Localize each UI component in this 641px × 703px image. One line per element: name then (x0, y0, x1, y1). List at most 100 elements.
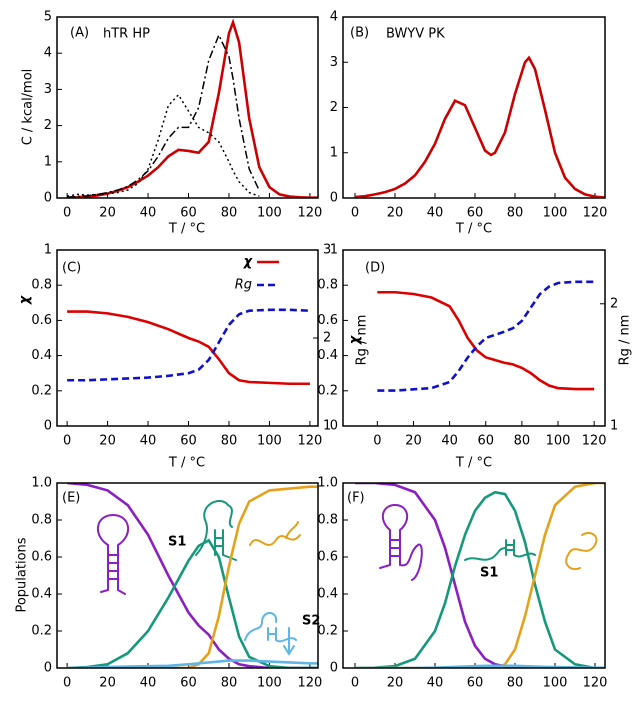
y-tick-label: 0.8 (317, 513, 338, 528)
y-tick-label: 0.6 (31, 550, 52, 565)
x-tick-label: 80 (514, 434, 531, 449)
axes-frame (56, 482, 319, 669)
x-tick-label: 100 (543, 206, 568, 221)
series-line (67, 18, 318, 198)
y-tick-label: 2 (330, 100, 338, 115)
y-tick-label: 3 (330, 55, 338, 70)
x-tick-label: 0 (63, 434, 71, 449)
series-line (355, 483, 605, 668)
series-line (67, 483, 318, 668)
x-tick-label: 60 (180, 676, 197, 691)
y-tick-label: 0 (330, 419, 338, 434)
y-tick-label: 0 (330, 191, 338, 206)
x-tick-label: 20 (387, 676, 404, 691)
y-tick-label: 1 (330, 243, 338, 258)
series-line (66, 93, 260, 197)
x-tick-label: 20 (99, 434, 116, 449)
x-axis-label: T / °C (455, 222, 492, 237)
x-tick-label: 100 (257, 434, 282, 449)
x-tick-label: 20 (405, 434, 422, 449)
annotation: BWYV PK (386, 27, 445, 42)
axes-frame (342, 16, 606, 199)
y2-axis-label: Rg / nm (618, 315, 633, 366)
y-tick-label: 1 (44, 154, 52, 169)
y-tick-label: 0.4 (31, 348, 52, 363)
y-tick-label: 0.2 (317, 624, 338, 639)
x-tick-label: 40 (140, 434, 157, 449)
panel: 0 20 40 60 80 100 120 0 1 2 3 4 T / °C (B) BWYV PK (330, 10, 608, 237)
panel: 0 20 40 60 80 100 120 0 1 2 3 4 5 T / °C C / kcal/mol (… (21, 10, 323, 237)
legend-label: Rg (235, 278, 252, 293)
panel: 0 20 40 60 80 100 120 0 0.2 0.4 0.6 0.8 1 1 2 3 χ Rg T / °… (18, 243, 370, 471)
y-tick-label: 0.4 (317, 587, 338, 602)
x-axis-label: T / °C (168, 222, 205, 237)
series-line (67, 485, 318, 668)
x-tick-label: 0 (351, 206, 359, 221)
y-tick-label: 0 (44, 661, 52, 676)
y-tick-label: 0 (44, 191, 52, 206)
legend-label: χ (243, 255, 254, 270)
x-tick-label: 120 (297, 676, 322, 691)
y-tick-label: 0.2 (31, 624, 52, 639)
x-tick-label: 60 (467, 676, 484, 691)
rna-icons (97, 500, 598, 656)
y2-tick-label: 1 (323, 419, 331, 434)
series-line (67, 659, 318, 668)
y-tick-label: 2 (44, 118, 52, 133)
y-tick-label: 0.4 (317, 348, 338, 363)
y-tick-label: 0.8 (31, 278, 52, 293)
annotation: (B) (350, 26, 369, 41)
x-tick-label: 40 (427, 206, 444, 221)
annotation: (F) (347, 491, 365, 506)
x-axis-label: T / °C (168, 456, 205, 471)
x-tick-label: 20 (99, 206, 116, 221)
y-tick-label: 0.8 (31, 513, 52, 528)
x-tick-label: 100 (257, 676, 282, 691)
y-tick-label: 1.0 (317, 476, 338, 491)
x-tick-label: 20 (387, 206, 404, 221)
series-line (355, 483, 605, 668)
y-tick-label: 0.2 (31, 383, 52, 398)
x-tick-label: 120 (583, 676, 608, 691)
y-tick-label: 1 (330, 145, 338, 160)
x-tick-label: 0 (63, 206, 71, 221)
x-tick-label: 80 (221, 206, 238, 221)
axes-frame (56, 16, 319, 199)
annotation: (C) (62, 261, 81, 276)
annotation: S1 (480, 566, 498, 581)
y-tick-label: 0 (330, 661, 338, 676)
y-tick-label: 1.0 (31, 476, 52, 491)
y2-tick-label: 2 (323, 331, 331, 346)
y-tick-label: 0 (44, 419, 52, 434)
series-line (377, 290, 595, 391)
axes-frame (56, 249, 319, 427)
annotation: (D) (365, 261, 385, 276)
y2-tick-label: 1 (610, 419, 618, 434)
annotation: S1 (168, 535, 186, 550)
y2-axis-label: Rg / nm (355, 315, 370, 366)
y-axis-label: χ (18, 294, 33, 305)
y2-tick-label: 2 (610, 296, 618, 311)
series-line (377, 280, 595, 392)
x-tick-label: 80 (507, 206, 524, 221)
x-tick-label: 80 (221, 676, 238, 691)
x-tick-label: 0 (351, 676, 359, 691)
axes-frame (342, 249, 606, 427)
x-tick-label: 100 (546, 434, 571, 449)
x-tick-label: 40 (441, 434, 458, 449)
y-tick-label: 4 (44, 46, 52, 61)
y-tick-label: 0.6 (317, 550, 338, 565)
x-tick-label: 60 (180, 434, 197, 449)
x-axis-label: T / °C (455, 456, 492, 471)
x-tick-label: 0 (373, 434, 381, 449)
x-tick-label: 40 (140, 676, 157, 691)
x-tick-label: 120 (583, 206, 608, 221)
y-tick-label: 0.2 (317, 383, 338, 398)
axes-frame (342, 482, 606, 669)
y-axis-label: C / kcal/mol (21, 69, 36, 146)
x-tick-label: 0 (63, 676, 71, 691)
annotation: (E) (62, 491, 80, 506)
annotation: S2 (302, 614, 320, 629)
y-tick-label: 1 (44, 243, 52, 258)
